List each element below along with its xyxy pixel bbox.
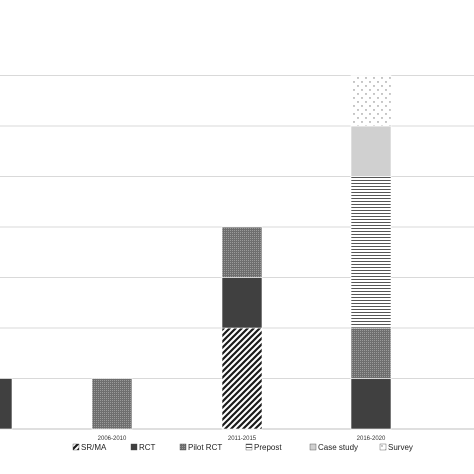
- bar-segment: [350, 378, 392, 430]
- legend-label: Prepost: [254, 443, 282, 452]
- legend-swatch: [72, 443, 80, 451]
- bar-segment: [0, 378, 13, 430]
- legend-label: Pilot RCT: [188, 443, 222, 452]
- bar-segment: [350, 176, 392, 329]
- bar-segment: [350, 75, 392, 127]
- legend-swatch: [179, 443, 187, 451]
- bar-segment: [91, 378, 133, 430]
- bar-segment: [350, 125, 392, 177]
- legend-swatch: [130, 443, 138, 451]
- bar-segment: [221, 327, 263, 430]
- bar-segment: [221, 277, 263, 329]
- x-tick-label: 2016-2020: [357, 436, 386, 442]
- legend-label: RCT: [139, 443, 156, 452]
- bar-segment: [350, 327, 392, 379]
- x-tick-label: 2011-2015: [228, 436, 257, 442]
- legend-label: Survey: [388, 443, 413, 452]
- legend-swatch: [379, 443, 387, 451]
- x-tick-labels: 2006-2010 2011-2015 2016-2020: [98, 436, 386, 442]
- legend-label: Case study: [318, 443, 358, 452]
- legend-label: SR/MA: [81, 443, 107, 452]
- bar-segment: [221, 226, 263, 278]
- x-tick-label: 2006-2010: [98, 436, 127, 442]
- bars: [0, 75, 392, 430]
- legend-swatch: [245, 443, 253, 451]
- legend: SR/MA RCT Pilot RCT Prepost Case study Survey: [72, 443, 413, 452]
- legend-swatch: [309, 443, 317, 451]
